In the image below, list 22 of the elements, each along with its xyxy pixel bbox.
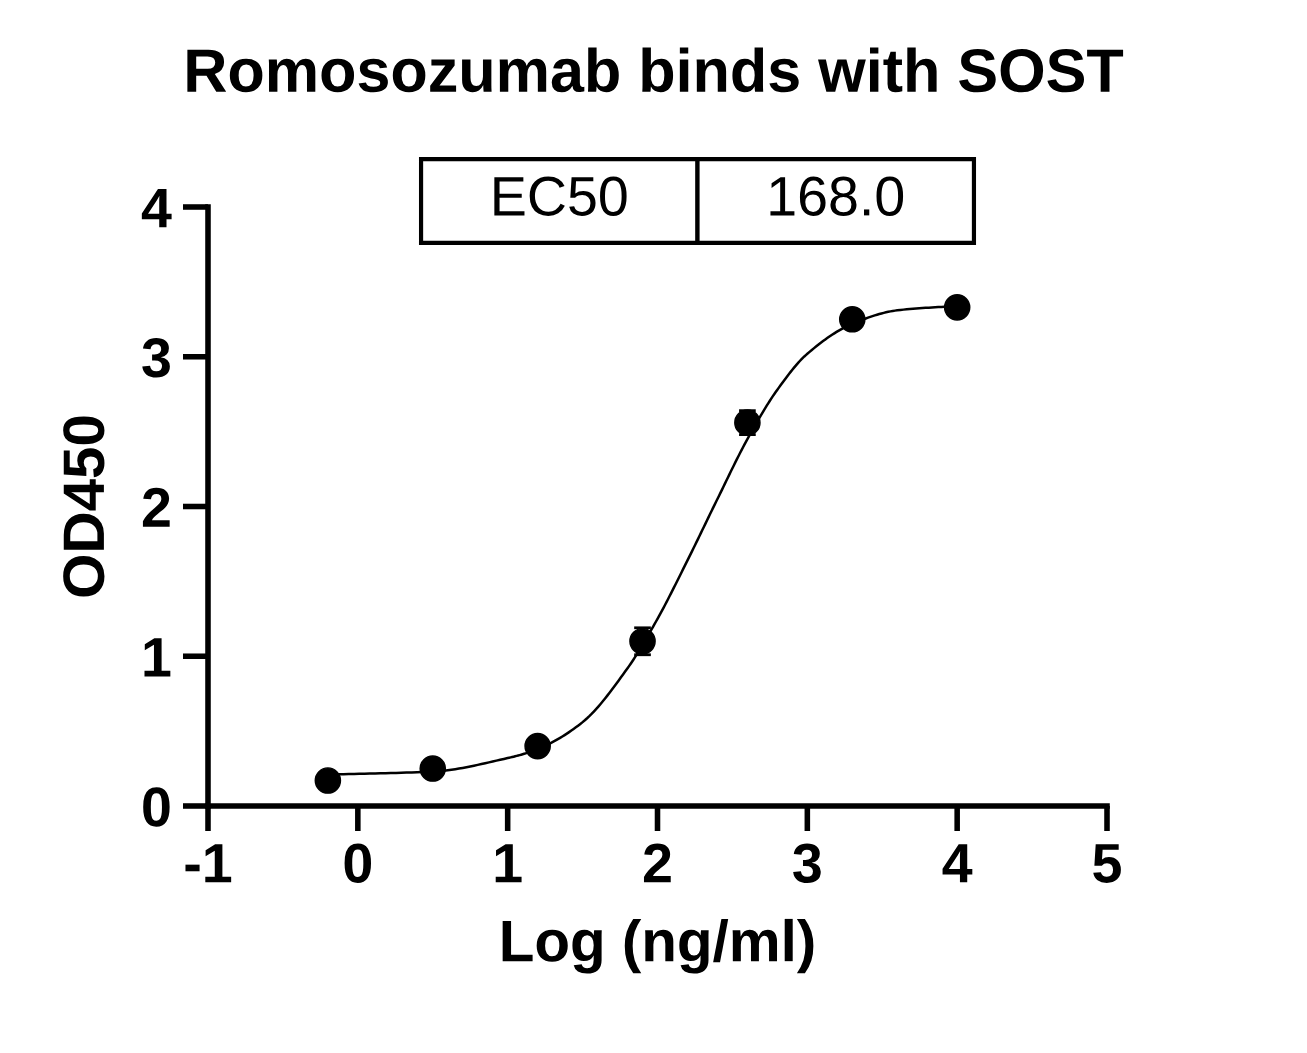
annotation: 168.0 bbox=[770, 176, 904, 216]
point bbox=[419, 755, 447, 782]
point bbox=[943, 294, 971, 321]
x-tick-label: 1 bbox=[495, 844, 522, 883]
point bbox=[524, 732, 551, 760]
y-tick-label: 2 bbox=[142, 487, 170, 527]
y-tick-label: 0 bbox=[143, 787, 170, 827]
x-tick-label: 3 bbox=[793, 843, 821, 883]
x-tick-label: 4 bbox=[942, 844, 973, 883]
y-tick-label: 3 bbox=[142, 338, 170, 378]
chart-title: Romosozumab binds with SOST bbox=[187, 47, 1124, 93]
x-tick-label: 5 bbox=[1093, 844, 1121, 883]
y-tick-label: 1 bbox=[144, 638, 171, 677]
y-tick-label: 4 bbox=[141, 188, 172, 228]
annotation: EC50 bbox=[494, 176, 627, 216]
x-tick-label: 2 bbox=[643, 843, 671, 883]
point bbox=[314, 767, 342, 794]
x-tick-label: 0 bbox=[344, 843, 372, 883]
x-tick-label: -1 bbox=[185, 844, 232, 883]
x-axis-title: Log (ng/ml) bbox=[502, 918, 814, 974]
point bbox=[838, 306, 866, 333]
y-axis-title: OD450 bbox=[63, 416, 105, 597]
